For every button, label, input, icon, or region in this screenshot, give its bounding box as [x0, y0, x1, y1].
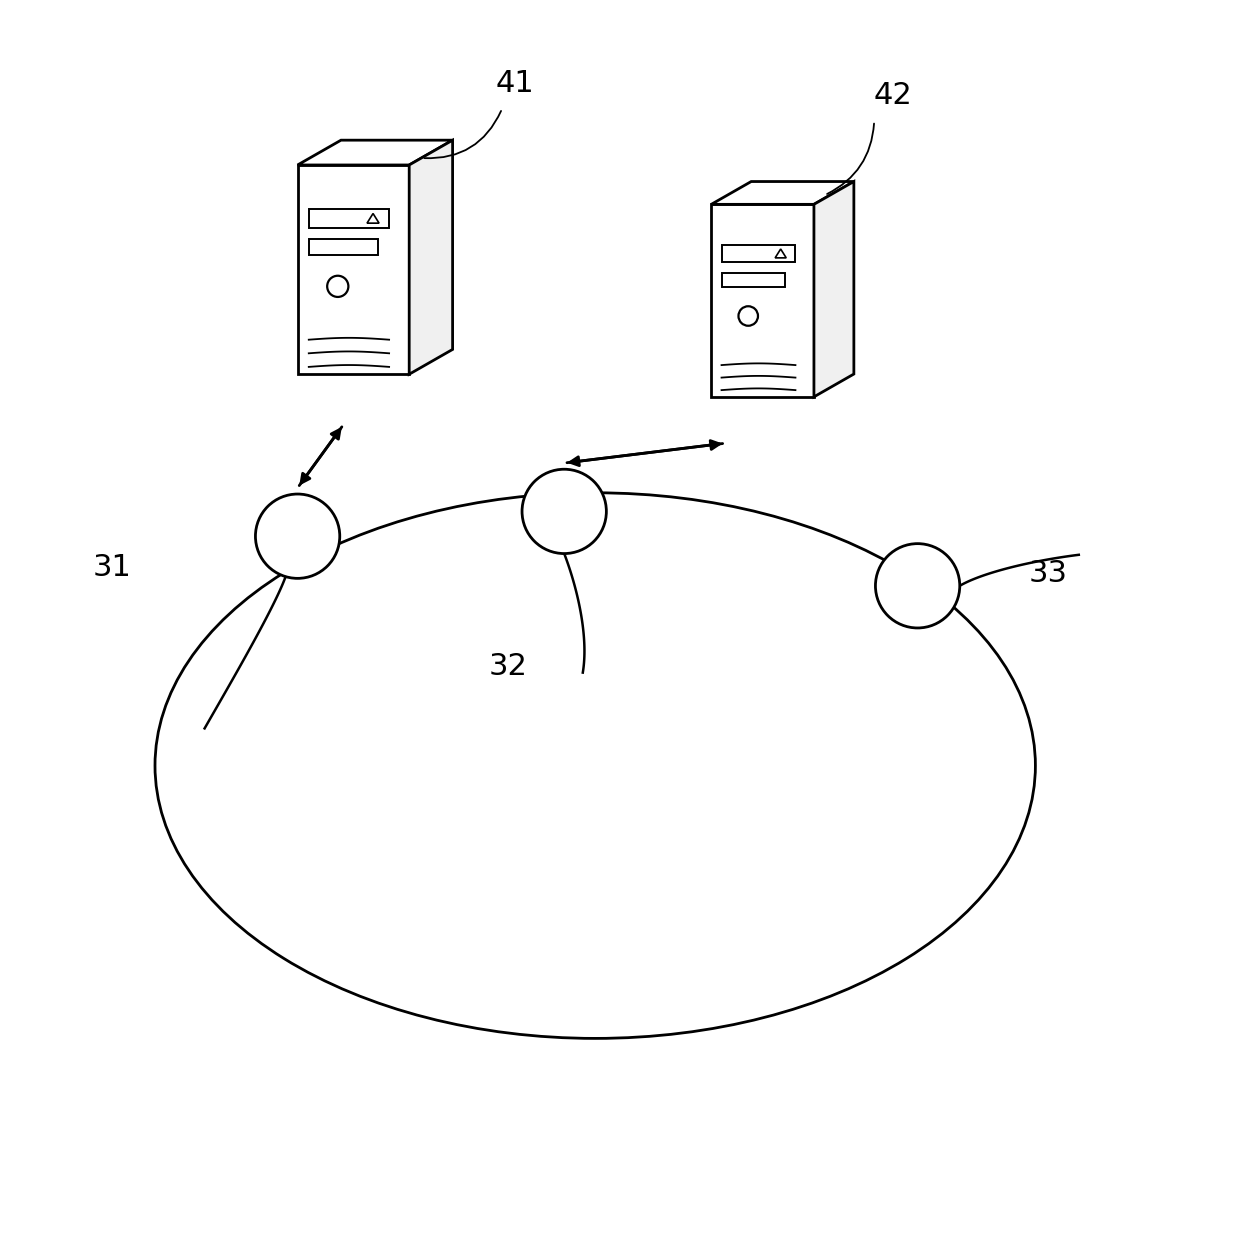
Text: 31: 31 — [92, 553, 131, 582]
Text: 42: 42 — [873, 81, 913, 111]
Circle shape — [522, 470, 606, 553]
Polygon shape — [712, 204, 813, 397]
Text: 41: 41 — [495, 69, 534, 98]
Text: 33: 33 — [1028, 559, 1068, 588]
Circle shape — [255, 495, 340, 578]
Polygon shape — [298, 164, 409, 374]
Polygon shape — [409, 140, 453, 374]
Text: 32: 32 — [489, 652, 528, 680]
Polygon shape — [813, 182, 854, 397]
Circle shape — [875, 543, 960, 628]
Polygon shape — [712, 182, 854, 204]
Polygon shape — [298, 140, 453, 164]
